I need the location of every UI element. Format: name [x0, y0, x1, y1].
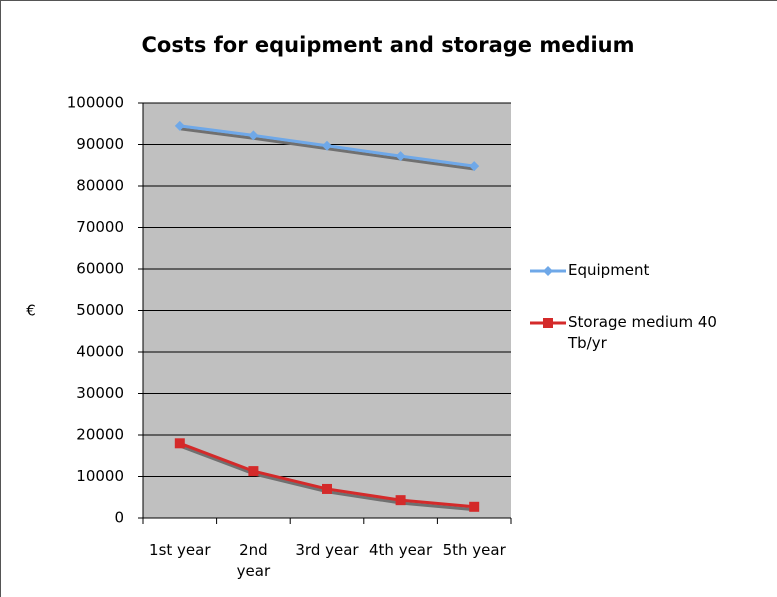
point [395, 495, 406, 506]
y-tick-label: 60000 [76, 260, 124, 278]
x-tick-label: 2nd year [236, 541, 271, 580]
y-tick-label: 50000 [76, 301, 124, 319]
x-tick-label: 1st year [149, 541, 211, 559]
y-tick-label: 100000 [67, 94, 124, 112]
point [469, 501, 480, 512]
legend-label: Equipment [568, 261, 650, 279]
y-tick-label: 80000 [76, 177, 124, 195]
legend-marker [543, 266, 553, 276]
point [469, 161, 480, 172]
point [174, 438, 185, 449]
point [395, 151, 406, 162]
x-tick-label: 5th year [442, 541, 506, 559]
y-tick-label: 10000 [76, 467, 124, 485]
x-tick-label: 3rd year [295, 541, 359, 559]
y-tick-label: 30000 [76, 384, 124, 402]
point [174, 120, 185, 131]
y-tick-label: 40000 [76, 343, 124, 361]
legend-marker [543, 318, 553, 328]
y-tick-label: 20000 [76, 426, 124, 444]
y-tick-label: 90000 [76, 135, 124, 153]
point [248, 466, 259, 477]
point [322, 483, 332, 494]
point [248, 130, 259, 141]
legend-label: Storage medium 40 Tb/yr [568, 313, 717, 352]
point [322, 140, 332, 151]
y-tick-label: 70000 [76, 218, 124, 236]
y-axis-label: € [26, 302, 36, 320]
y-tick-label: 0 [114, 509, 124, 527]
chart-title: Costs for equipment and storage medium [141, 33, 634, 57]
x-tick-label: 4th year [369, 541, 433, 559]
